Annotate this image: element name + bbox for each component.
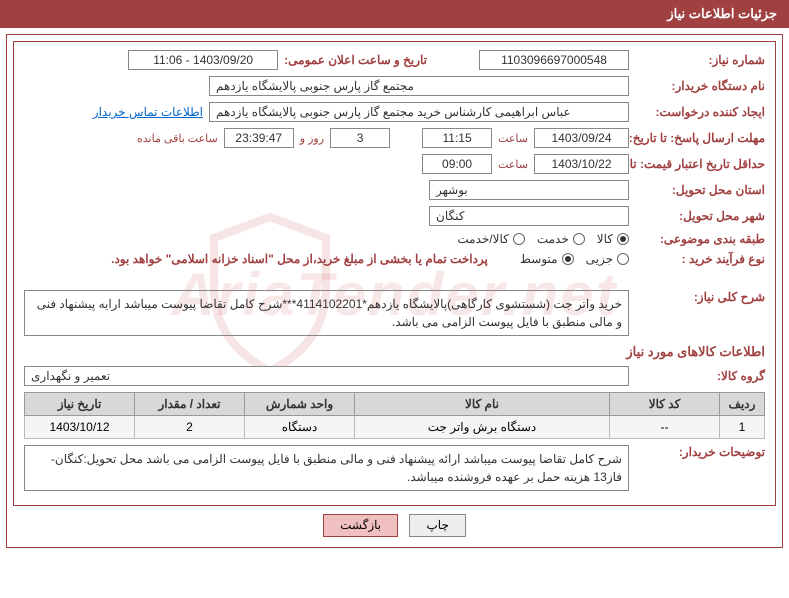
radio-medium[interactable]	[562, 253, 574, 265]
buyer-org-value: مجتمع گاز پارس جنوبی پالایشگاه یازدهم	[209, 76, 629, 96]
remaining-suffix: ساعت باقی مانده	[137, 132, 218, 145]
city-value: کنگان	[429, 206, 629, 226]
outer-frame: شماره نیاز: 1103096697000548 تاریخ و ساع…	[6, 34, 783, 548]
need-number-value: 1103096697000548	[479, 50, 629, 70]
th-code: کد کالا	[610, 393, 720, 416]
radio-both-label: کالا/خدمت	[457, 232, 508, 246]
announce-value: 1403/09/20 - 11:06	[128, 50, 278, 70]
th-row: ردیف	[720, 393, 765, 416]
radio-service-label: خدمت	[537, 232, 569, 246]
cell-name: دستگاه برش واتر جت	[355, 416, 610, 439]
th-date: تاریخ نیاز	[25, 393, 135, 416]
cell-qty: 2	[135, 416, 245, 439]
requester-value: عباس ابراهیمی کارشناس خرید مجتمع گاز پار…	[209, 102, 629, 122]
button-row: چاپ بازگشت	[13, 506, 776, 541]
th-name: نام کالا	[355, 393, 610, 416]
province-label: استان محل تحویل:	[635, 183, 765, 197]
payment-note: پرداخت تمام یا بخشی از مبلغ خرید،از محل …	[111, 252, 488, 266]
city-label: شهر محل تحویل:	[635, 209, 765, 223]
radio-service[interactable]	[573, 233, 585, 245]
group-value: تعمیر و نگهداری	[24, 366, 629, 386]
buyer-org-label: نام دستگاه خریدار:	[635, 79, 765, 93]
overall-desc-box: خرید واتر جت (شستشوی کارگاهی)پالایشگاه ی…	[24, 290, 629, 336]
deadline-date: 1403/09/24	[534, 128, 629, 148]
validity-time: 09:00	[422, 154, 492, 174]
table-row: 1 -- دستگاه برش واتر جت دستگاه 2 1403/10…	[25, 416, 765, 439]
overall-desc-label: شرح کلی نیاز:	[635, 290, 765, 304]
countdown: 23:39:47	[224, 128, 294, 148]
radio-partial-label: جزیی	[586, 252, 613, 266]
print-button[interactable]: چاپ	[409, 514, 465, 537]
validity-label: حداقل تاریخ اعتبار قیمت: تا تاریخ:	[635, 157, 765, 171]
contact-link[interactable]: اطلاعات تماس خریدار	[93, 105, 203, 119]
cell-code: --	[610, 416, 720, 439]
requester-label: ایجاد کننده درخواست:	[635, 105, 765, 119]
need-number-label: شماره نیاز:	[635, 53, 765, 67]
th-qty: تعداد / مقدار	[135, 393, 245, 416]
cell-row: 1	[720, 416, 765, 439]
deadline-label: مهلت ارسال پاسخ: تا تاریخ:	[635, 131, 765, 145]
days-remaining: 3	[330, 128, 390, 148]
buyer-note-box: شرح کامل تقاضا پیوست میباشد ارائه پیشنها…	[24, 445, 629, 491]
province-value: بوشهر	[429, 180, 629, 200]
days-suffix: روز و	[300, 132, 324, 145]
th-unit: واحد شمارش	[245, 393, 355, 416]
inner-frame: شماره نیاز: 1103096697000548 تاریخ و ساع…	[13, 41, 776, 506]
buyer-note-label: توضیحات خریدار:	[635, 445, 765, 459]
items-section-title: اطلاعات کالاهای مورد نیاز	[24, 344, 765, 360]
page-title-bar: جزئیات اطلاعات نیاز	[0, 0, 789, 28]
group-label: گروه کالا:	[635, 369, 765, 383]
cell-date: 1403/10/12	[25, 416, 135, 439]
time-label-2: ساعت	[498, 158, 528, 171]
radio-goods[interactable]	[617, 233, 629, 245]
category-radio-group: کالا خدمت کالا/خدمت	[457, 232, 629, 246]
back-button[interactable]: بازگشت	[323, 514, 398, 537]
radio-both[interactable]	[513, 233, 525, 245]
deadline-time: 11:15	[422, 128, 492, 148]
announce-label: تاریخ و ساعت اعلان عمومی:	[284, 53, 427, 67]
cell-unit: دستگاه	[245, 416, 355, 439]
process-radio-group: جزیی متوسط	[520, 252, 629, 266]
process-label: نوع فرآیند خرید :	[635, 252, 765, 266]
validity-date: 1403/10/22	[534, 154, 629, 174]
items-table: ردیف کد کالا نام کالا واحد شمارش تعداد /…	[24, 392, 765, 439]
radio-partial[interactable]	[617, 253, 629, 265]
radio-medium-label: متوسط	[520, 252, 558, 266]
page-title: جزئیات اطلاعات نیاز	[667, 6, 777, 21]
time-label-1: ساعت	[498, 132, 528, 145]
category-label: طبقه بندی موضوعی:	[635, 232, 765, 246]
radio-goods-label: کالا	[597, 232, 613, 246]
